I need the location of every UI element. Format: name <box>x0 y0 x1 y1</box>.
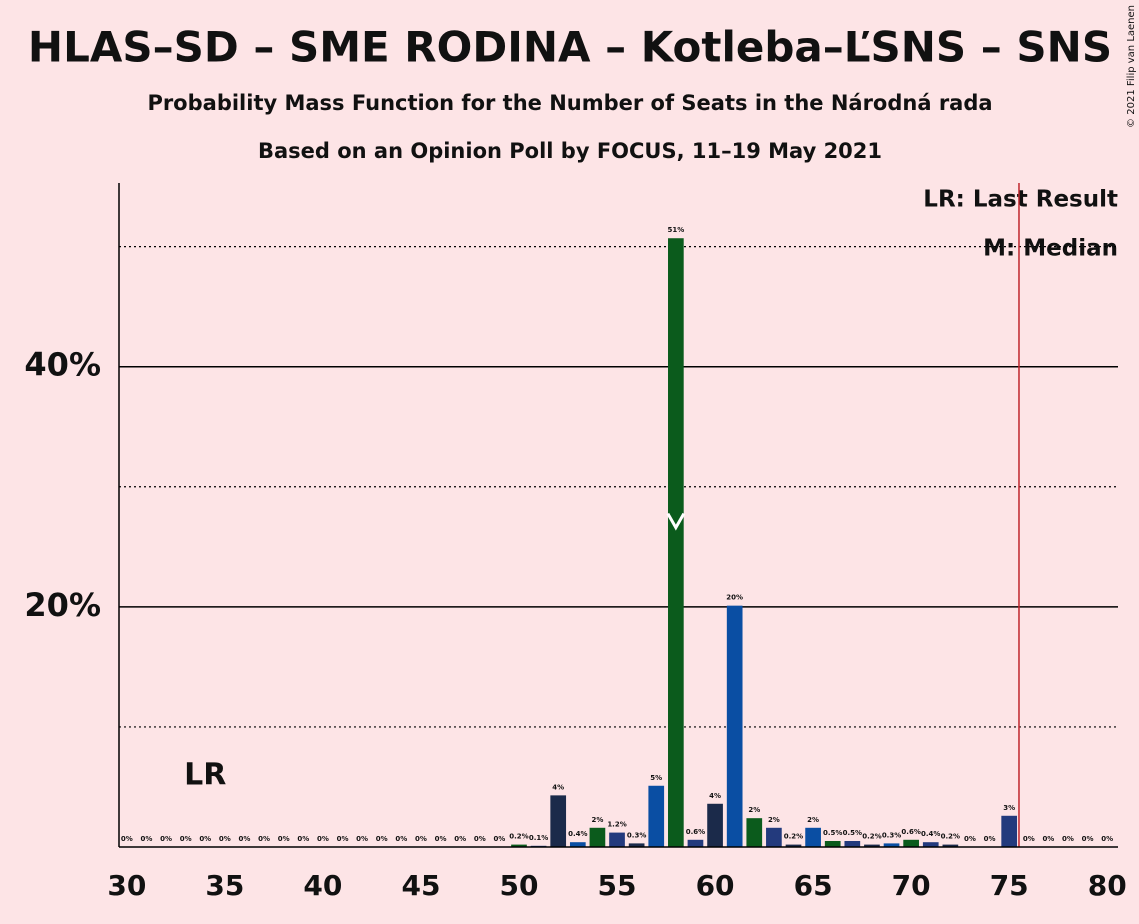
bar <box>785 844 802 847</box>
value-label: 0% <box>258 835 270 843</box>
bar <box>922 842 939 847</box>
value-label: 0% <box>395 835 407 843</box>
bar <box>864 844 880 847</box>
x-tick-label: 30 <box>107 869 146 902</box>
bar <box>1001 815 1018 847</box>
value-label: 0% <box>376 835 388 843</box>
bar <box>746 818 763 847</box>
value-label: 0.3% <box>627 831 646 839</box>
x-tick-label: 50 <box>500 869 539 902</box>
value-label: 0% <box>219 835 231 843</box>
value-label: 0% <box>1101 835 1113 843</box>
value-label: 0.3% <box>882 831 901 839</box>
value-label: 5% <box>650 774 662 782</box>
x-tick-label: 70 <box>892 869 931 902</box>
value-label: 0% <box>337 835 349 843</box>
value-label: 0.4% <box>568 830 587 838</box>
value-label: 0% <box>984 835 996 843</box>
value-label: 0.1% <box>529 834 548 842</box>
value-label: 0% <box>278 835 290 843</box>
value-label: 0.2% <box>941 833 960 841</box>
bar <box>511 844 527 847</box>
bar <box>824 840 841 847</box>
value-label: 0% <box>160 835 172 843</box>
y-tick-label: 40% <box>24 346 101 384</box>
value-label: 0% <box>474 835 486 843</box>
bar <box>903 839 919 847</box>
value-label: 20% <box>726 594 743 602</box>
legend-entry: M: Median <box>983 236 1118 262</box>
x-tick-label: 60 <box>696 869 735 902</box>
value-label: 0% <box>454 835 466 843</box>
bar <box>844 840 861 847</box>
bar <box>883 843 900 847</box>
value-label: 0.6% <box>901 828 920 836</box>
bar <box>609 832 625 847</box>
value-label: 0% <box>180 835 192 843</box>
x-tick-label: 55 <box>598 869 637 902</box>
legend-entry: LR: Last Result <box>923 187 1118 213</box>
bar <box>726 605 743 847</box>
value-label: 0.4% <box>921 830 940 838</box>
bar <box>569 842 586 847</box>
bar <box>550 795 567 847</box>
value-label: 0% <box>1062 835 1074 843</box>
value-label: 51% <box>667 226 684 234</box>
value-label: 0.6% <box>686 828 705 836</box>
chart-subtitle: Probability Mass Function for the Number… <box>147 91 992 115</box>
y-tick-label: 20% <box>24 586 101 624</box>
value-label: 2% <box>591 816 603 824</box>
x-tick-label: 45 <box>401 869 440 902</box>
bar <box>589 827 606 847</box>
value-label: 4% <box>709 792 721 800</box>
bar <box>707 803 723 847</box>
value-label: 0% <box>317 835 329 843</box>
bar <box>687 839 704 847</box>
bar <box>805 827 821 847</box>
bar <box>668 238 684 847</box>
bar <box>766 827 782 847</box>
value-label: 0% <box>141 835 153 843</box>
chart-subtitle: Based on an Opinion Poll by FOCUS, 11–19… <box>258 139 882 163</box>
x-tick-label: 75 <box>990 869 1029 902</box>
value-label: 2% <box>768 816 780 824</box>
x-tick-label: 80 <box>1088 869 1127 902</box>
value-label: 0.5% <box>843 829 862 837</box>
last-result-label: LR <box>184 758 226 793</box>
bar <box>942 844 959 847</box>
value-label: 0% <box>435 835 447 843</box>
value-label: 0.2% <box>509 833 528 841</box>
value-label: 1.2% <box>607 821 626 829</box>
value-label: 0% <box>1042 835 1054 843</box>
value-label: 2% <box>748 806 760 814</box>
copyright: © 2021 Filip van Laenen <box>1126 5 1137 128</box>
value-label: 0% <box>199 835 211 843</box>
bar <box>628 843 645 847</box>
chart-title: HLAS–SD – SME RODINA – Kotleba–ĽSNS – SN… <box>28 23 1112 72</box>
value-label: 3% <box>1003 804 1015 812</box>
x-tick-label: 35 <box>205 869 244 902</box>
value-label: 0% <box>297 835 309 843</box>
bar <box>648 785 665 847</box>
value-label: 0.5% <box>823 829 842 837</box>
x-tick-label: 40 <box>303 869 342 902</box>
value-label: 0% <box>964 835 976 843</box>
x-tick-label: 65 <box>794 869 833 902</box>
value-label: 0% <box>1023 835 1035 843</box>
value-label: 0% <box>493 835 505 843</box>
value-label: 0% <box>121 835 133 843</box>
value-label: 0% <box>415 835 427 843</box>
value-label: 0% <box>356 835 368 843</box>
value-label: 0.2% <box>862 833 881 841</box>
value-label: 4% <box>552 783 564 791</box>
value-label: 0% <box>1082 835 1094 843</box>
value-label: 2% <box>807 816 819 824</box>
value-label: 0.2% <box>784 833 803 841</box>
median-marker <box>666 512 686 531</box>
value-label: 0% <box>239 835 251 843</box>
